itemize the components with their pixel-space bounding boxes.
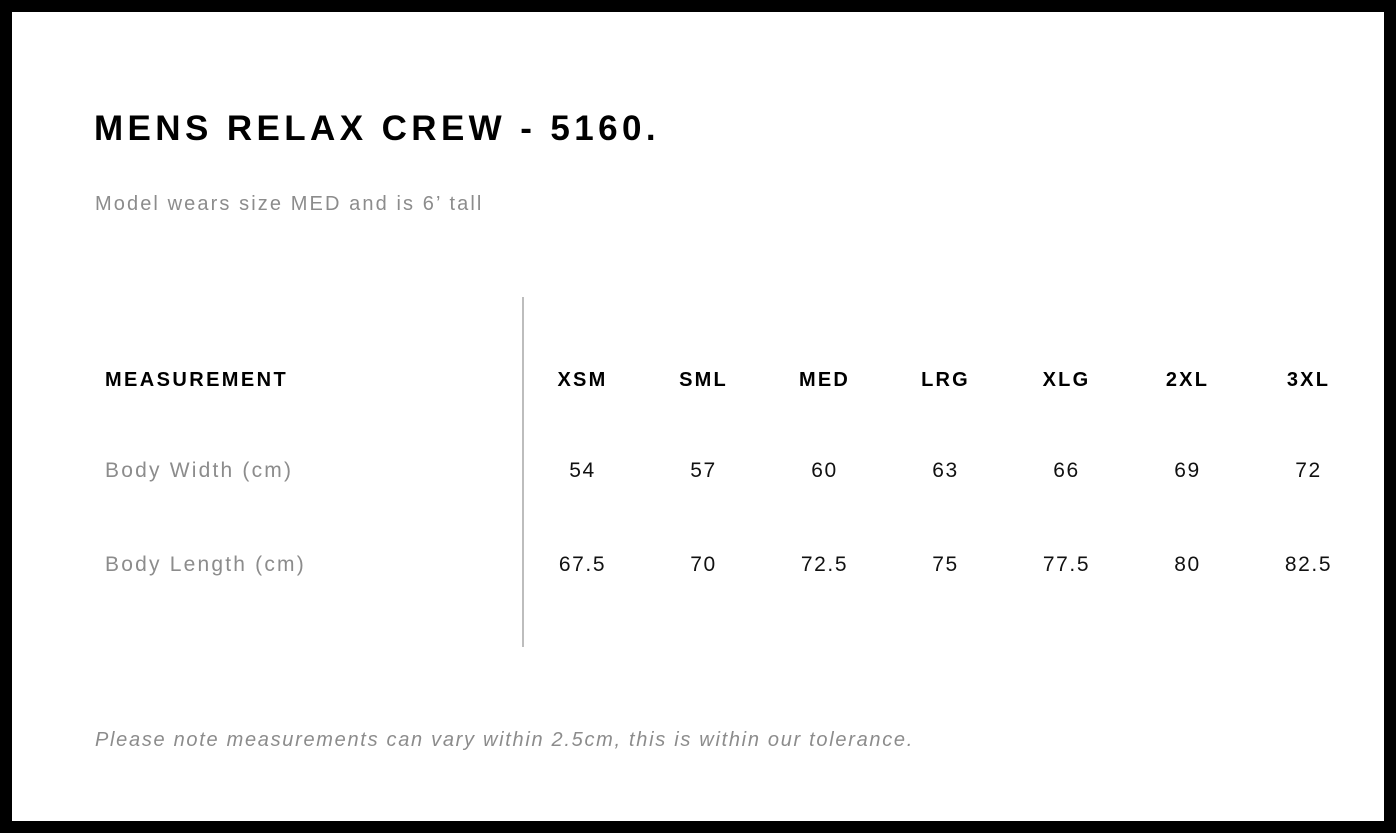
cell-body-width-2xl: 69 [1174, 459, 1201, 482]
table-row: Body Width (cm) 54 57 60 63 66 69 72 [94, 451, 1320, 491]
table-row: Body Length (cm) 67.5 70 72.5 75 77.5 80… [94, 545, 1331, 585]
column-header-3xl: 3XL [1286, 368, 1331, 391]
tolerance-note: Please note measurements can vary within… [95, 729, 914, 751]
cell-body-length-3xl: 82.5 [1284, 553, 1333, 576]
cell-body-length-xsm: 67.5 [558, 553, 607, 576]
model-fit-note: Model wears size MED and is 6’ tall [95, 193, 484, 215]
cell-body-length-lrg: 75 [932, 553, 959, 576]
cell-body-length-sml: 70 [690, 553, 717, 576]
cell-body-width-med: 60 [811, 459, 838, 482]
cell-body-width-3xl: 72 [1295, 459, 1322, 482]
page-title: MENS RELAX CREW - 5160. [94, 109, 661, 148]
row-label-body-width: Body Width (cm) [105, 459, 294, 482]
cell-body-width-xlg: 66 [1053, 459, 1080, 482]
column-header-xsm: XSM [557, 368, 608, 391]
column-header-lrg: LRG [921, 368, 970, 391]
table-header-row: MEASUREMENT XSM SML MED LRG XLG 2XL 3XL [94, 360, 1328, 400]
cell-body-length-2xl: 80 [1174, 553, 1201, 576]
column-header-sml: SML [679, 368, 728, 391]
column-header-measurement: MEASUREMENT [105, 368, 289, 391]
row-label-body-length: Body Length (cm) [105, 553, 306, 576]
column-header-xlg: XLG [1042, 368, 1091, 391]
cell-body-length-xlg: 77.5 [1042, 553, 1091, 576]
size-chart-inner: MENS RELAX CREW - 5160. Model wears size… [12, 12, 1384, 821]
column-header-2xl: 2XL [1165, 368, 1210, 391]
cell-body-width-lrg: 63 [932, 459, 959, 482]
cell-body-length-med: 72.5 [800, 553, 849, 576]
table-vertical-divider [522, 297, 524, 647]
cell-body-width-xsm: 54 [569, 459, 596, 482]
cell-body-width-sml: 57 [690, 459, 717, 482]
column-header-med: MED [798, 368, 851, 391]
